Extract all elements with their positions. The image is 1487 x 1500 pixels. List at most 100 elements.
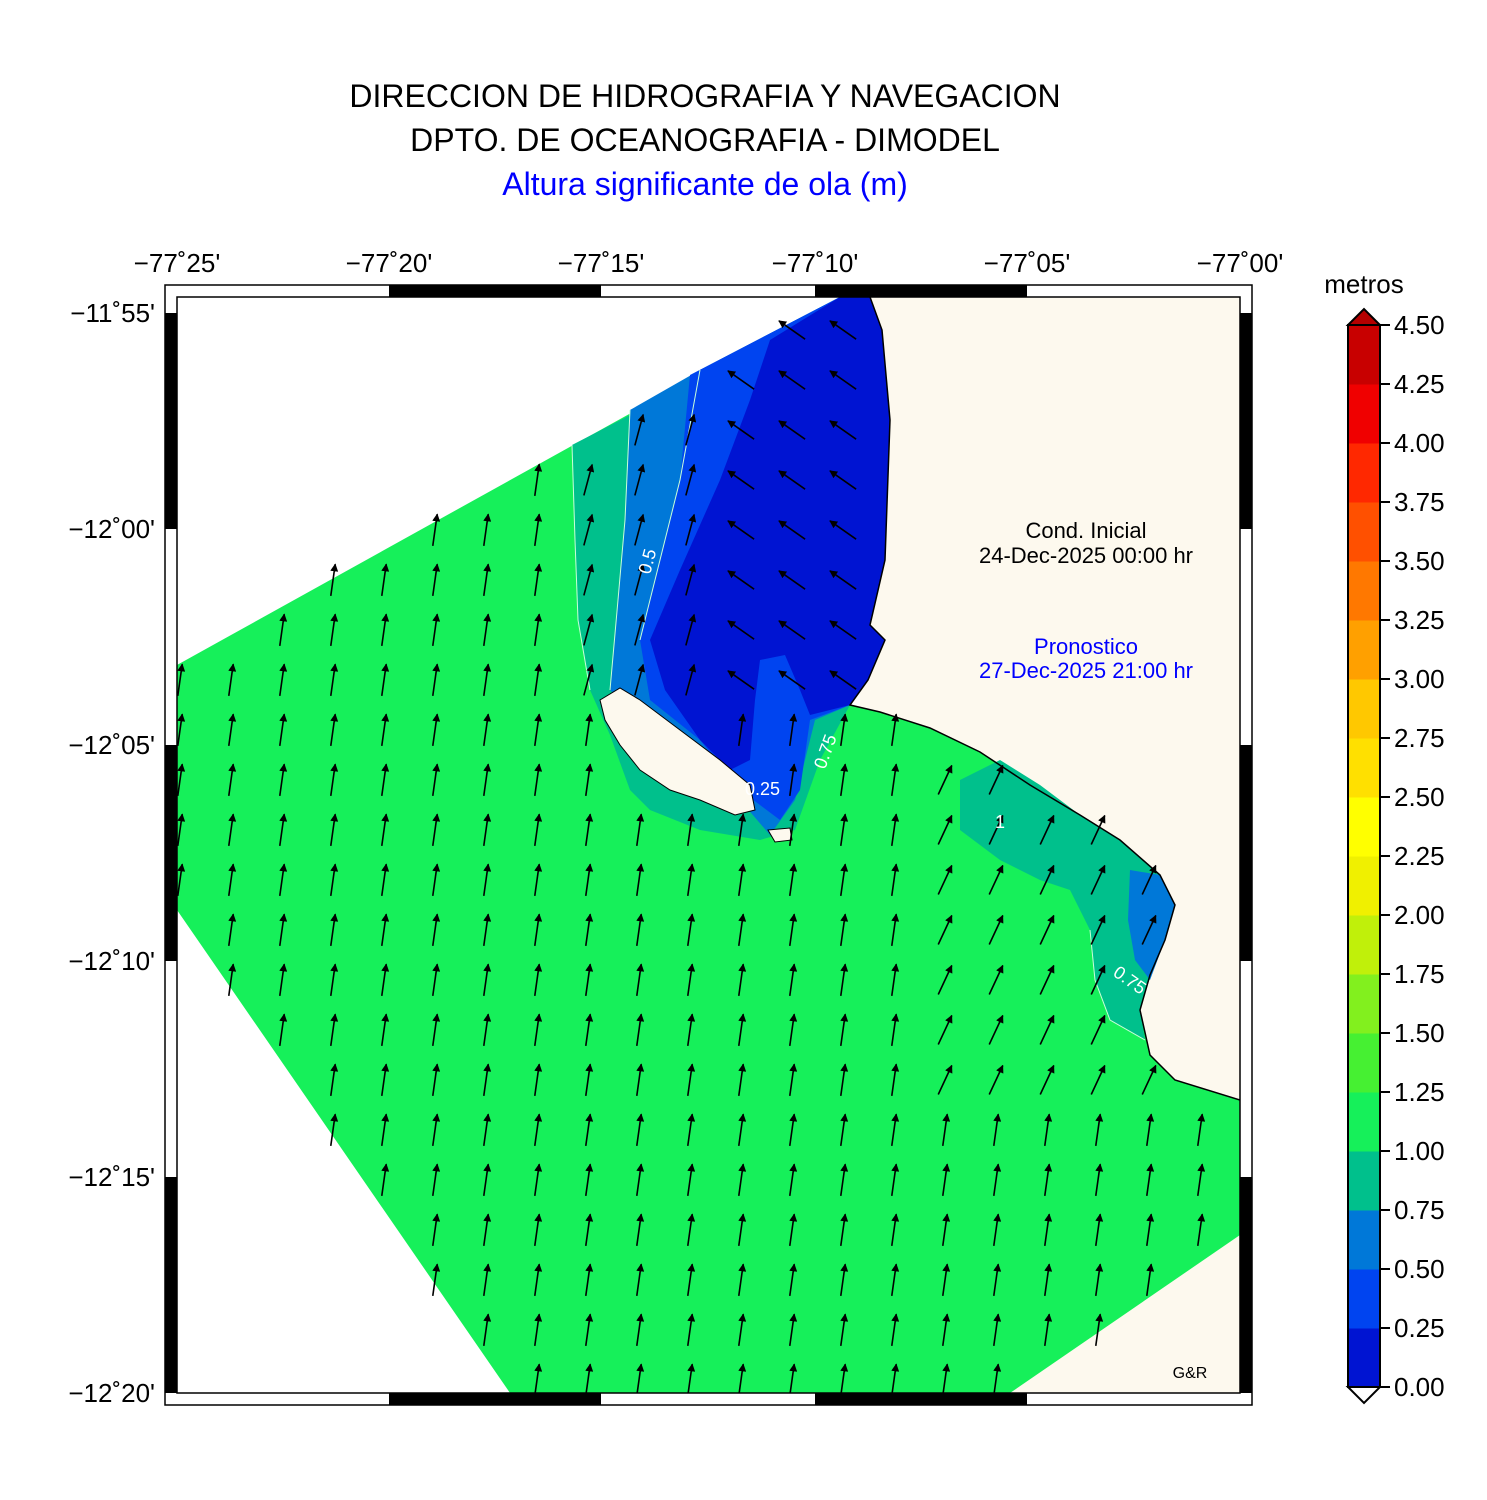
colorbar-tick-label: 4.50 (1394, 310, 1445, 340)
colorbar-tick-label: 0.50 (1394, 1254, 1445, 1284)
wave-arrow (431, 713, 441, 746)
wave-arrow (992, 1113, 1002, 1146)
wave-arrow (431, 663, 441, 696)
wave-arrow (482, 1163, 492, 1196)
wave-arrow (634, 563, 646, 596)
wave-arrow (380, 963, 390, 996)
wave-arrow (329, 963, 339, 996)
wave-arrow (988, 764, 1004, 795)
wave-arrow (941, 1313, 951, 1346)
wave-arrow (685, 663, 697, 696)
wave-arrow (278, 863, 288, 896)
wave-arrow (533, 463, 543, 496)
wave-arrow (686, 1113, 696, 1146)
wave-arrow (727, 470, 755, 490)
wave-arrow (380, 1063, 390, 1096)
wave-arrow (1090, 864, 1106, 895)
wave-arrow (778, 620, 806, 640)
wave-arrow (737, 913, 747, 946)
colorbar-tick-label: 1.75 (1394, 959, 1445, 989)
wave-arrow (788, 1013, 798, 1046)
wave-arrow (278, 763, 288, 796)
wave-arrow (635, 1263, 645, 1296)
wave-arrow (737, 1063, 747, 1096)
wave-arrow (686, 813, 696, 846)
wave-arrow (533, 513, 543, 546)
wave-arrow (788, 1263, 798, 1296)
wave-arrow (533, 1013, 543, 1046)
wave-arrow (636, 1363, 645, 1393)
wave-arrow (891, 1363, 900, 1393)
colorbar-swatch (1348, 1328, 1380, 1388)
wave-arrow (533, 863, 543, 896)
wave-arrow (431, 1163, 441, 1196)
wave-arrow (737, 1163, 747, 1196)
wave-arrow (839, 713, 849, 746)
wave-arrow (1039, 964, 1055, 995)
wave-arrow (737, 813, 747, 846)
wave-arrow (482, 863, 492, 896)
wave-arrow (788, 863, 798, 896)
wave-arrow (533, 813, 543, 846)
wave-arrow (839, 1163, 849, 1196)
wave-arrow (890, 1063, 900, 1096)
wave-arrow (890, 963, 900, 996)
colorbar-swatch (1348, 856, 1380, 916)
wave-arrow (380, 863, 390, 896)
wave-arrow (329, 563, 339, 596)
wave-arrow (482, 513, 492, 546)
colorbar-swatch (1348, 502, 1380, 562)
wave-arrow (1090, 1014, 1106, 1045)
wave-arrow (1043, 1163, 1053, 1196)
initial-condition-label: Cond. Inicial (1025, 518, 1146, 543)
lon-label: −77˚05' (984, 248, 1071, 278)
wave-arrow (788, 763, 798, 796)
wave-arrow (329, 813, 339, 846)
wave-arrow (583, 463, 595, 496)
wave-arrow (1196, 1163, 1206, 1196)
wave-arrow (839, 1063, 849, 1096)
colorbar-tick-label: 0.75 (1394, 1195, 1445, 1225)
lon-label: −77˚10' (772, 248, 859, 278)
wave-arrow (890, 1113, 900, 1146)
wave-arrow (685, 513, 697, 546)
wave-arrow (1141, 864, 1157, 895)
wave-arrow (329, 613, 339, 646)
wave-arrow (634, 663, 646, 696)
wave-arrow (839, 1213, 849, 1246)
wave-arrow (380, 913, 390, 946)
wave-arrow (431, 1263, 441, 1296)
wave-arrow (788, 1063, 798, 1096)
wave-arrow (635, 963, 645, 996)
wave-arrow (278, 1013, 288, 1046)
colorbar-swatch (1348, 561, 1380, 621)
wave-arrow (829, 470, 857, 490)
wave-arrow (686, 913, 696, 946)
wave-arrow (177, 763, 186, 796)
wave-arrow (992, 1213, 1002, 1246)
wave-arrow (329, 1113, 339, 1146)
wave-arrow (431, 613, 441, 646)
wave-arrow (431, 763, 441, 796)
wave-arrow (778, 370, 806, 390)
wave-arrow (584, 763, 594, 796)
lon-label: −77˚25' (134, 248, 221, 278)
wave-arrow (329, 863, 339, 896)
wave-arrow (585, 1363, 594, 1393)
wave-arrow (988, 914, 1004, 945)
wave-arrow (727, 520, 755, 540)
wave-arrow (1094, 1113, 1104, 1146)
wave-arrow (942, 1363, 951, 1393)
contour-lines (571, 369, 1146, 1041)
colorbar-swatch (1348, 1033, 1380, 1093)
wave-arrow (533, 1263, 543, 1296)
colorbar-tick-label: 1.00 (1394, 1136, 1445, 1166)
wave-arrow (1039, 914, 1055, 945)
colorbar-min-triangle (1345, 1386, 1383, 1405)
colorbar-tick-label: 4.00 (1394, 428, 1445, 458)
wave-arrow (937, 1014, 953, 1045)
wave-arrow (788, 813, 798, 846)
colorbar-tick-label: 2.00 (1394, 900, 1445, 930)
wave-arrow (890, 763, 900, 796)
colorbar-tick-label: 0.25 (1394, 1313, 1445, 1343)
